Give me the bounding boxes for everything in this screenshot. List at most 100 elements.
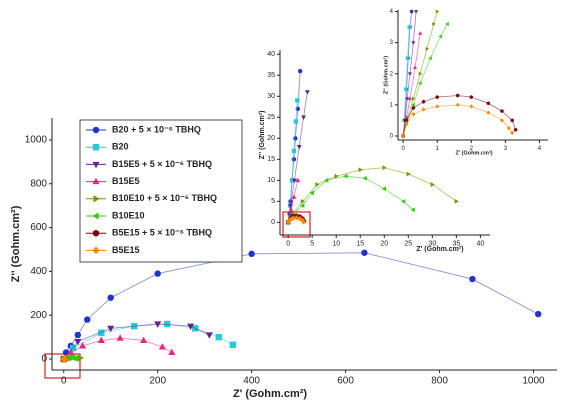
marker (425, 46, 430, 51)
marker (291, 194, 297, 199)
marker (334, 173, 339, 179)
y-tick-label: 200 (30, 310, 47, 321)
marker (413, 65, 418, 69)
legend-marker (92, 144, 100, 151)
marker (301, 219, 306, 225)
marker (418, 31, 423, 35)
marker (304, 90, 310, 95)
legend-marker (92, 212, 99, 220)
y-tick-label: 1000 (25, 135, 48, 146)
series-line (402, 11, 417, 137)
marker (454, 198, 460, 204)
marker (288, 207, 294, 212)
marker (158, 343, 166, 350)
legend-marker (92, 229, 100, 237)
series-line (402, 95, 517, 137)
marker (69, 344, 77, 352)
marker (407, 25, 412, 29)
series-line (287, 180, 299, 223)
legend-label: B15E5 (112, 176, 140, 186)
x-tick-label: 800 (431, 376, 448, 387)
x-tick-label: 200 (149, 376, 166, 387)
marker (455, 102, 460, 108)
x-tick-label: 30 (428, 241, 436, 248)
legend-box (79, 119, 243, 263)
marker (361, 249, 368, 256)
marker (469, 275, 476, 283)
marker (107, 325, 115, 333)
x-tick-label: 10 (332, 241, 340, 248)
marker (229, 341, 237, 348)
legend-marker (92, 126, 100, 134)
x-tick-label: 35 (452, 241, 460, 248)
marker (72, 354, 79, 362)
x-tick-label: 600 (337, 376, 354, 387)
marker (411, 112, 416, 117)
marker (469, 95, 474, 100)
legend-label: B20 + 5 × 10⁻⁶ TBHQ (112, 124, 201, 134)
plot-area (400, 9, 518, 139)
marker (410, 207, 415, 213)
marker (513, 127, 518, 132)
marker (288, 216, 293, 223)
x-tick-label: 400 (243, 376, 260, 387)
y-tick-label: 0 (271, 219, 275, 226)
marker (409, 9, 414, 14)
marker (535, 310, 542, 318)
y-tick-label: 10 (267, 177, 275, 184)
marker (428, 56, 432, 61)
series-line (287, 175, 414, 223)
x-tick-label: 0 (286, 241, 290, 248)
marker (297, 215, 303, 222)
marker (163, 320, 171, 328)
marker (79, 342, 87, 349)
x-tick-label: 1 (436, 146, 440, 152)
marker (411, 41, 416, 45)
x-tick-label: 5 (310, 241, 314, 248)
marker (297, 68, 303, 74)
y-tick-label: 600 (30, 222, 47, 233)
y-tick-label: 25 (267, 114, 275, 121)
x-axis-label: Z' (Gohm.cm²) (455, 149, 492, 156)
marker (116, 334, 124, 341)
plot-area (285, 68, 460, 226)
marker (411, 102, 415, 107)
y-axis-label: Z'' (Gohm.cm²) (382, 56, 389, 95)
zoom-box (282, 211, 311, 238)
marker (469, 104, 474, 109)
marker (293, 215, 299, 221)
marker (404, 121, 409, 126)
marker (296, 144, 302, 150)
marker (506, 126, 511, 131)
marker (362, 175, 367, 181)
y-tick-label: 40 (267, 51, 275, 58)
marker (215, 333, 222, 341)
marker (168, 348, 176, 356)
marker (309, 190, 314, 196)
marker (421, 99, 426, 104)
x-tick-label: 0 (61, 376, 67, 387)
marker (430, 182, 435, 187)
y-tick-label: 0 (390, 134, 394, 140)
marker (74, 338, 82, 346)
marker (499, 118, 504, 123)
marker (154, 321, 162, 328)
x-tick-label: 40 (476, 241, 484, 248)
legend-label: B5E15 + 5 × 10⁻⁶ TBHQ (112, 228, 212, 238)
marker (407, 72, 412, 76)
legend-marker (92, 177, 100, 185)
legend-label: B20 (112, 142, 129, 152)
x-tick-label: 25 (404, 241, 412, 248)
marker (300, 217, 306, 223)
y-tick-label: 20 (267, 135, 275, 142)
series-line (403, 27, 410, 121)
marker (405, 56, 410, 61)
y-tick-label: 800 (30, 178, 47, 189)
marker (510, 118, 514, 123)
legend-label: B10E10 + 5 × 10⁻⁶ TBHQ (112, 193, 217, 203)
marker (401, 133, 406, 139)
y-tick-label: 400 (30, 266, 47, 277)
marker (293, 119, 299, 124)
marker (291, 148, 297, 154)
